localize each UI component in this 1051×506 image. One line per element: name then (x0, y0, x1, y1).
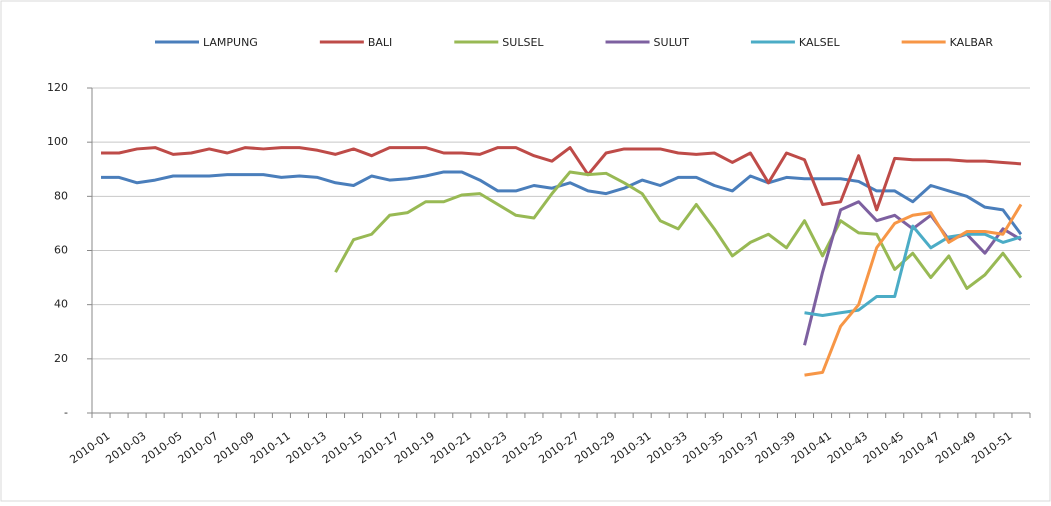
legend-label: BALI (368, 36, 392, 49)
series-line (804, 203, 1023, 377)
y-tick-label: 20 (54, 352, 68, 365)
y-tick-label: 80 (54, 189, 68, 202)
y-tick-label: 100 (47, 135, 68, 148)
y-tick-label: - (64, 406, 68, 419)
legend-label: SULSEL (502, 36, 544, 49)
y-tick-label: 40 (54, 298, 68, 311)
series-line (804, 224, 1022, 317)
legend-label: KALSEL (799, 36, 841, 49)
legend-label: KALBAR (950, 36, 994, 49)
legend-label: LAMPUNG (203, 36, 258, 49)
series-line (101, 146, 1022, 212)
legend-label: SULUT (654, 36, 690, 49)
y-tick-label: 120 (47, 81, 68, 94)
series-line (334, 170, 1023, 290)
y-tick-label: 60 (54, 244, 68, 257)
